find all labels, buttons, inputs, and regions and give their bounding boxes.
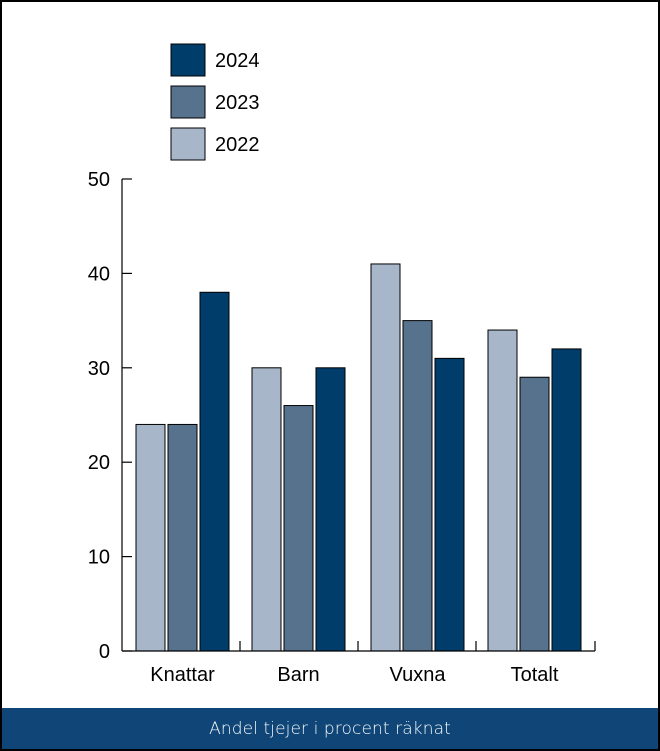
legend-label-2022: 2022: [215, 134, 260, 156]
chart-caption: Andel tjejer i procent räknat: [209, 718, 451, 739]
bar-2024-barn: [315, 367, 346, 652]
bar-2022-barn: [251, 367, 282, 652]
legend-label-2024: 2024: [215, 50, 260, 72]
x-category-label: Barn: [277, 664, 319, 686]
bar-2022-vuxna: [370, 263, 401, 652]
bar-2023-vuxna: [402, 320, 433, 652]
bar-2022-totalt: [487, 329, 518, 652]
legend-swatch-2023: [170, 85, 206, 119]
legend-swatch-2022: [170, 127, 206, 161]
bar-2023-barn: [283, 405, 314, 652]
bar-2024-vuxna: [434, 357, 465, 652]
legend-label-2023: 2023: [215, 92, 260, 114]
y-tick-label: 20: [88, 452, 110, 474]
bars: [135, 263, 582, 652]
y-axis: 0 10 20 30 40 50: [88, 169, 132, 663]
bar-chart: 2024 2023 2022 0 10 20 30 40 50 Knattar Barn Vuxn…: [88, 43, 596, 686]
x-axis: Knattar Barn Vuxna Totalt: [122, 641, 596, 686]
legend: 2024 2023 2022: [170, 43, 260, 161]
bar-2022-knattar: [135, 423, 166, 652]
caption-bar: Andel tjejer i procent räknat: [2, 708, 658, 749]
y-tick-label: 0: [99, 641, 110, 663]
x-category-label: Knattar: [150, 664, 215, 686]
bar-2023-totalt: [519, 376, 550, 652]
y-tick-label: 10: [88, 547, 110, 569]
y-tick-label: 40: [88, 263, 110, 285]
legend-swatch-2024: [170, 43, 206, 77]
y-tick-label: 30: [88, 358, 110, 380]
x-category-label: Vuxna: [390, 664, 447, 686]
bar-2023-knattar: [167, 423, 198, 652]
x-category-label: Totalt: [511, 664, 559, 686]
y-tick-label: 50: [88, 169, 110, 191]
bar-2024-totalt: [551, 348, 582, 652]
bar-2024-knattar: [199, 291, 230, 652]
